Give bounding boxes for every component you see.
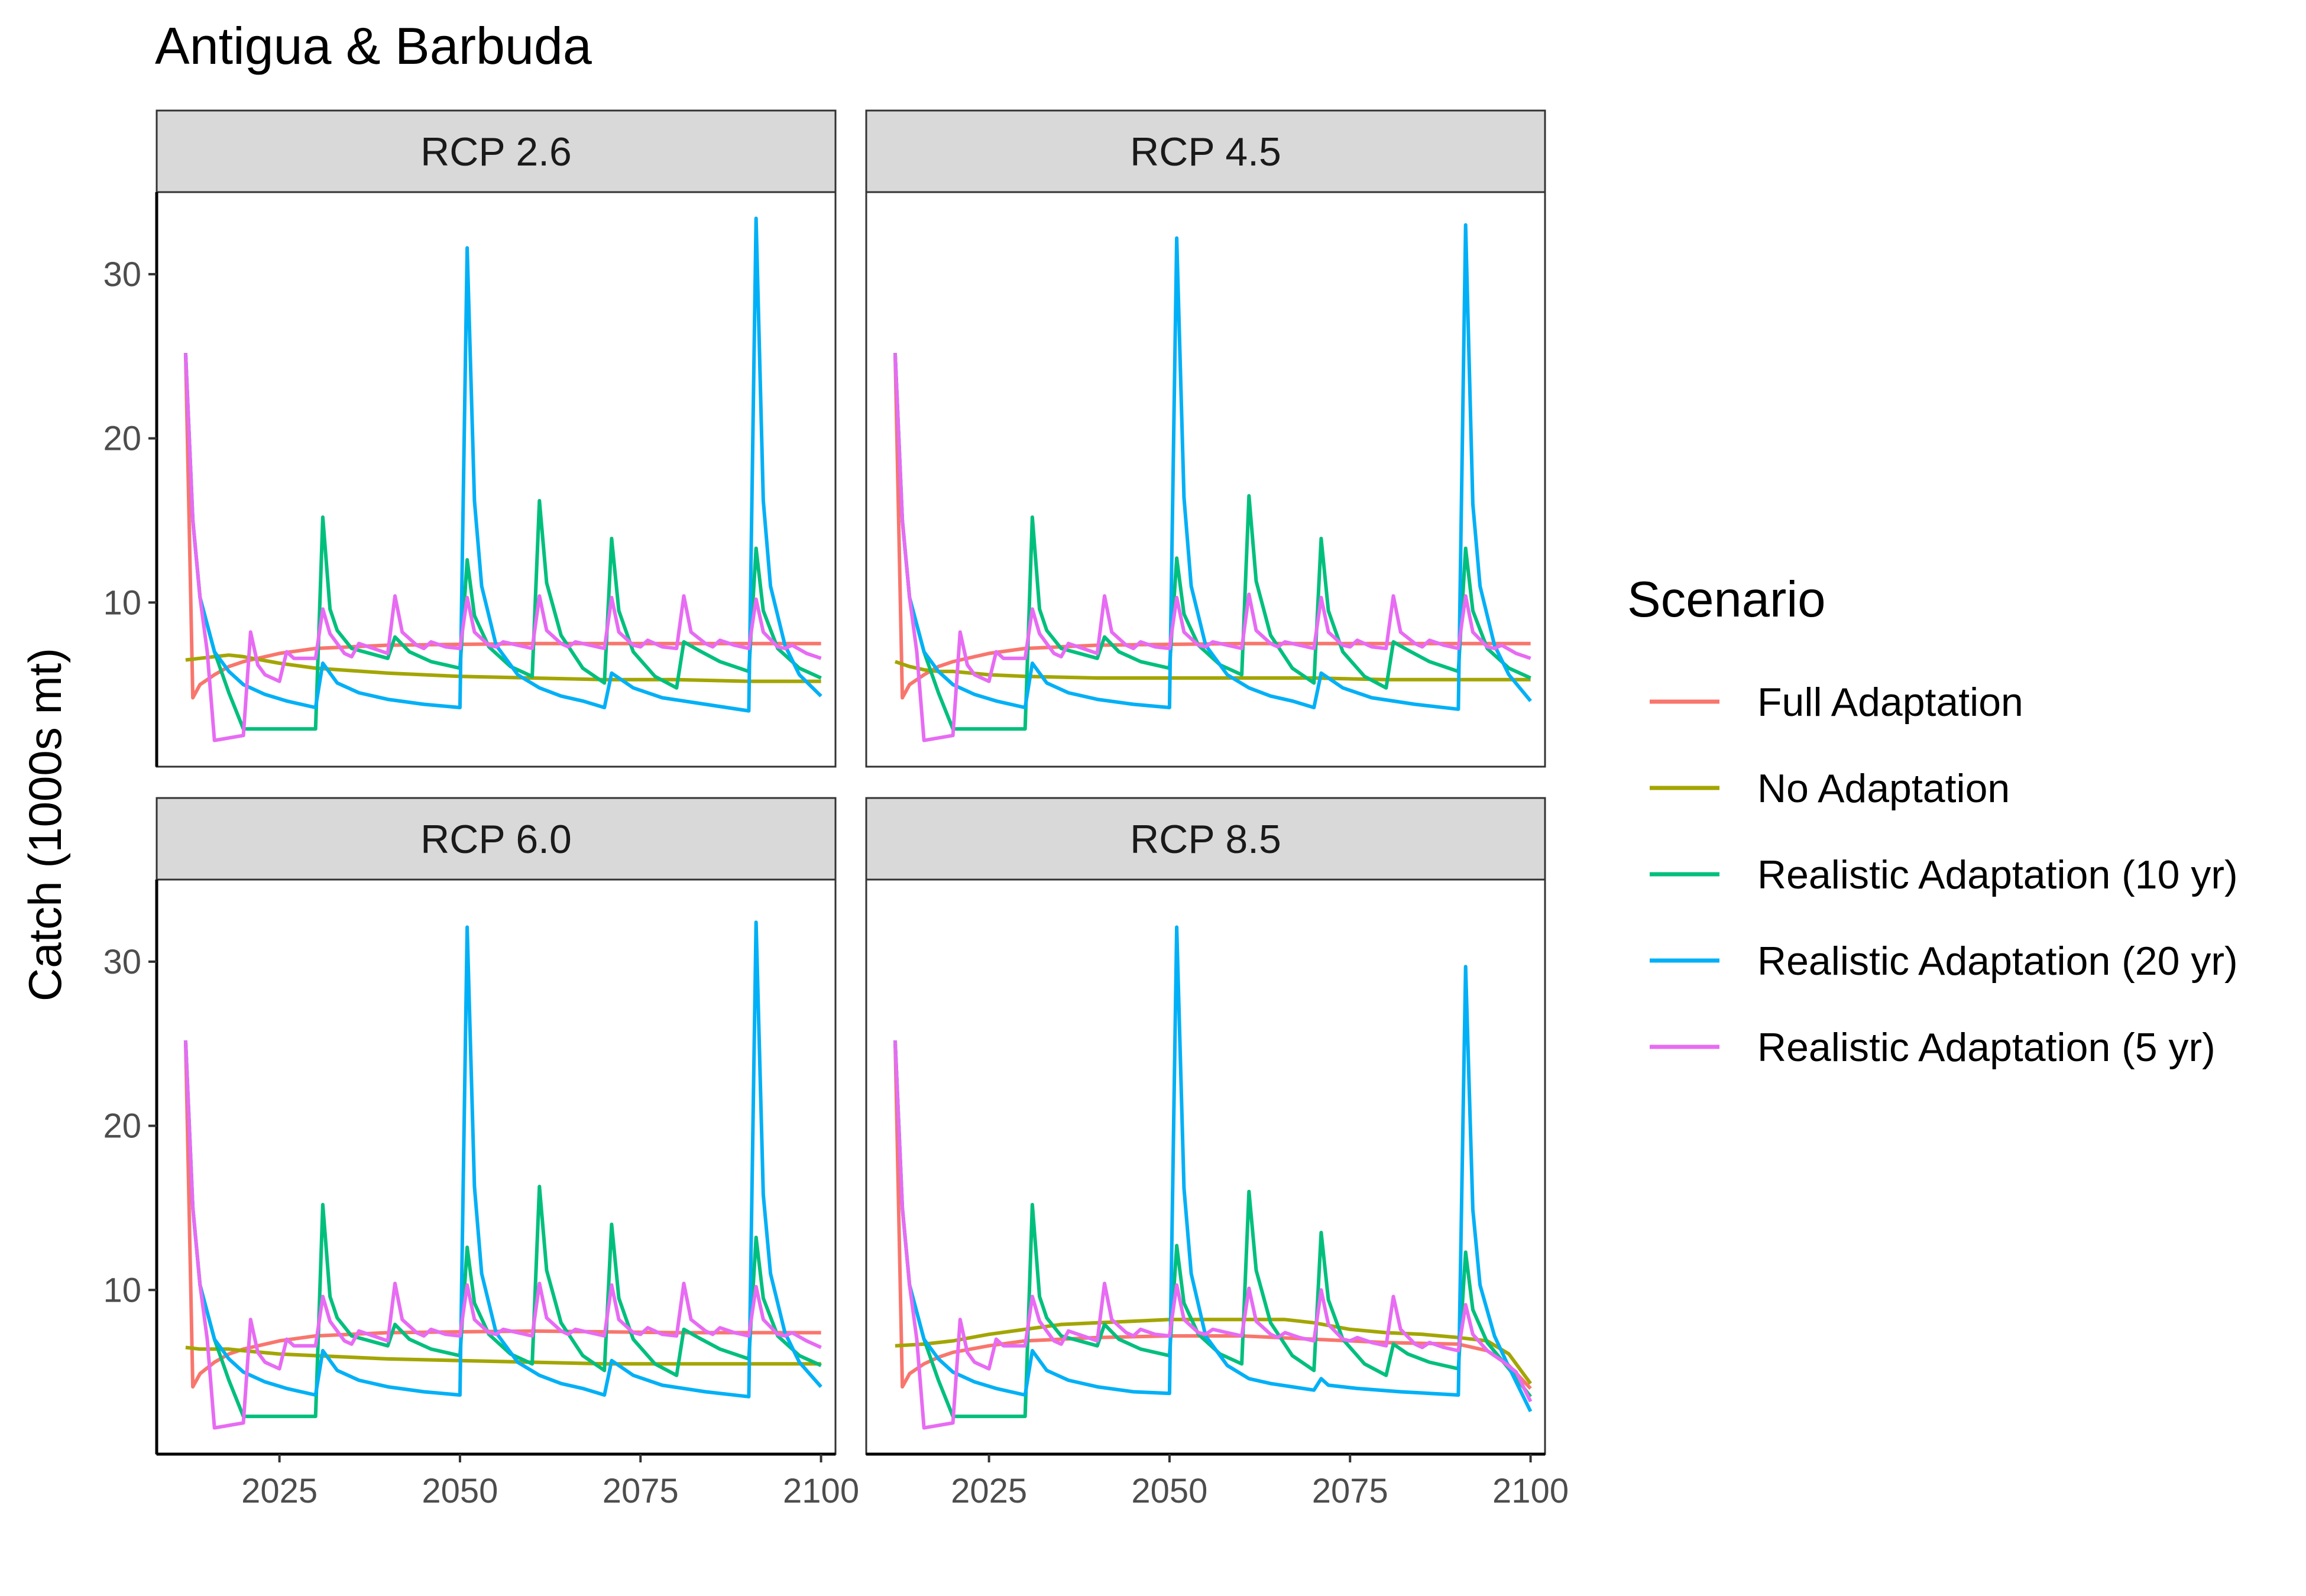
y-tick-label: 30: [103, 943, 141, 981]
panel-background: [157, 880, 835, 1454]
x-tick-label: 2025: [951, 1472, 1027, 1510]
legend-item: Realistic Adaptation (20 yr): [1650, 939, 2238, 984]
chart-panels: RCP 2.6 10 20 30 RCP 4.5 RCP 6.0 10 20 30 2025 205…: [103, 111, 1569, 1510]
y-tick-label: 20: [103, 1107, 141, 1146]
x-tick-label: 2100: [1492, 1472, 1569, 1510]
panel-rcp-2-6: RCP 2.6 10 20 30: [103, 111, 835, 767]
panel-rcp-4-5: RCP 4.5: [866, 111, 1545, 767]
panel-background: [866, 880, 1545, 1454]
legend-label: Realistic Adaptation (20 yr): [1757, 939, 2238, 984]
facet-label: RCP 6.0: [420, 817, 572, 862]
x-tick-label: 2075: [603, 1472, 679, 1510]
chart-title: Antigua & Barbuda: [155, 17, 592, 75]
y-tick-label: 30: [103, 255, 141, 294]
y-tick-label: 10: [103, 583, 141, 622]
panel-rcp-6-0: RCP 6.0 10 20 30 2025 2050 2075 2100: [103, 798, 859, 1510]
y-axis-label: Catch (1000s mt): [19, 648, 71, 1001]
y-tick-label: 20: [103, 420, 141, 458]
facet-label: RCP 2.6: [420, 129, 572, 174]
legend-label: No Adaptation: [1757, 766, 2010, 811]
legend-title: Scenario: [1627, 572, 1825, 628]
legend-label: Realistic Adaptation (5 yr): [1757, 1025, 2216, 1070]
legend-item: No Adaptation: [1650, 766, 2010, 811]
facet-label: RCP 8.5: [1130, 817, 1281, 862]
x-tick-label: 2050: [1131, 1472, 1207, 1510]
legend-item: Realistic Adaptation (10 yr): [1650, 852, 2238, 897]
panel-rcp-8-5: RCP 8.5 2025 2050 2075 2100: [866, 798, 1569, 1510]
x-tick-label: 2050: [422, 1472, 498, 1510]
x-tick-label: 2075: [1312, 1472, 1388, 1510]
legend-label: Realistic Adaptation (10 yr): [1757, 852, 2238, 897]
legend-item: Full Adaptation: [1650, 680, 2023, 725]
y-tick-label: 10: [103, 1271, 141, 1309]
x-tick-label: 2100: [783, 1472, 859, 1510]
x-tick-label: 2025: [241, 1472, 318, 1510]
legend: Scenario Full Adaptation No Adaptation Rea…: [1627, 572, 2238, 1070]
legend-item: Realistic Adaptation (5 yr): [1650, 1025, 2216, 1070]
legend-label: Full Adaptation: [1757, 680, 2023, 725]
facet-label: RCP 4.5: [1130, 129, 1281, 174]
